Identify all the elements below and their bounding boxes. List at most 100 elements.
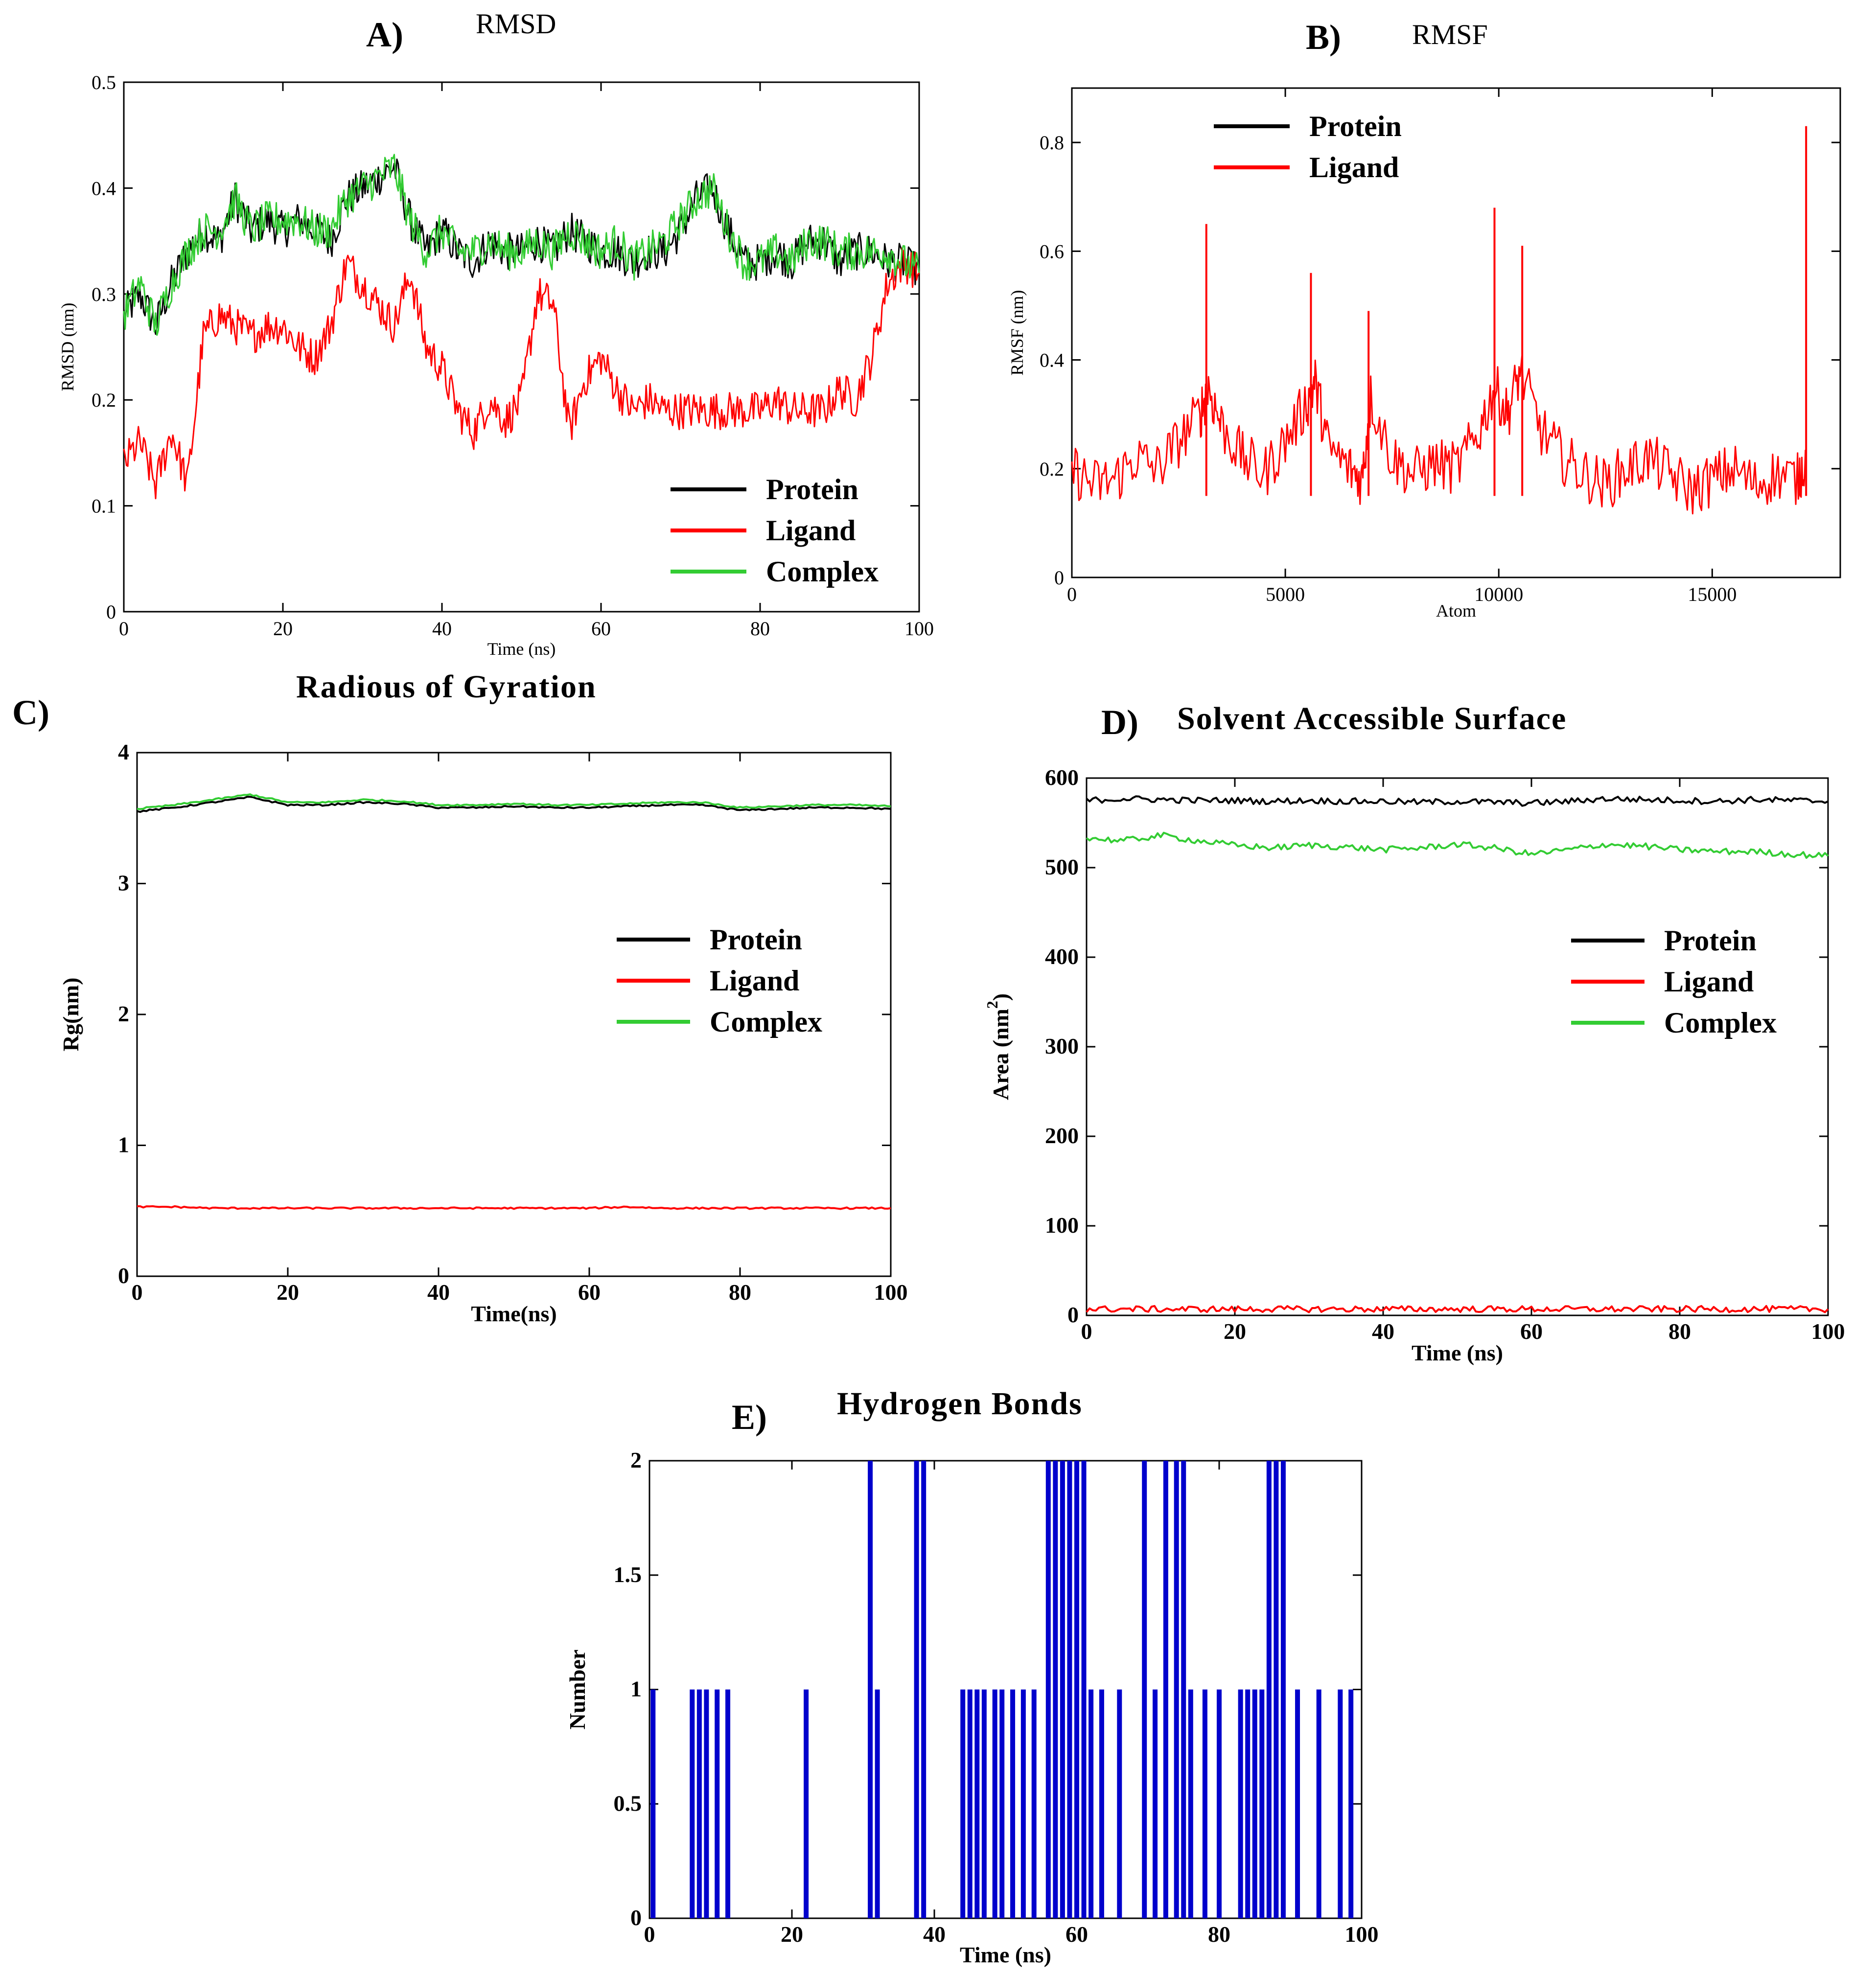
- x-tick-label: 5000: [1266, 583, 1305, 605]
- x-tick-label: 100: [874, 1280, 908, 1305]
- panel-label: B): [1306, 18, 1341, 57]
- x-tick-label: 0: [132, 1280, 143, 1305]
- y-tick-label: 0.3: [92, 283, 116, 305]
- y-tick-label: 0.4: [1040, 349, 1064, 371]
- legend-entry: Ligand: [766, 514, 856, 547]
- series-line-complex: [1086, 831, 1829, 859]
- y-tick-label: 0: [1067, 1302, 1079, 1327]
- series-line-ligand: [123, 247, 920, 500]
- hbond-bar: [1274, 1461, 1279, 1918]
- x-axis-label: Time (ns): [487, 639, 556, 659]
- series-line-protein: [137, 796, 891, 813]
- hbond-bar: [1020, 1689, 1026, 1918]
- plot-frame: [1071, 87, 1841, 578]
- y-tick-label: 2: [630, 1448, 642, 1472]
- y-tick-label: 1: [118, 1132, 129, 1157]
- legend-entry: Ligand: [710, 965, 799, 997]
- x-tick-label: 100: [1811, 1319, 1845, 1344]
- y-tick-label: 0.8: [1040, 132, 1064, 154]
- y-tick-label: 400: [1045, 944, 1079, 969]
- hbond-bar: [1117, 1689, 1122, 1918]
- legend-entry: Protein: [1664, 924, 1757, 957]
- hbond-bar: [875, 1689, 880, 1918]
- hbond-bar: [690, 1689, 695, 1918]
- x-tick-label: 40: [923, 1922, 946, 1947]
- x-tick-label: 60: [1520, 1319, 1543, 1344]
- hbond-bar: [1245, 1689, 1251, 1918]
- hbond-bar: [650, 1689, 656, 1918]
- panel-a: A) RMSD 0 20 40 60 80 100 0 0.1 0.2 0.3 0.4 0.5 Time (…: [58, 8, 934, 659]
- x-tick-label: 0: [644, 1922, 655, 1947]
- hbond-bar: [1202, 1689, 1207, 1918]
- legend-entry: Complex: [1664, 1007, 1777, 1039]
- y-axis-label-text: Area (nm: [988, 1009, 1013, 1100]
- hbond-bar: [1067, 1461, 1072, 1918]
- series-group: [123, 154, 920, 500]
- y-axis-label: RMSD (nm): [58, 302, 77, 391]
- chart-title: RMSD: [476, 8, 556, 40]
- y-tick-label: 100: [1045, 1213, 1079, 1238]
- hbond-bar: [1181, 1461, 1186, 1918]
- x-tick-label: 40: [427, 1280, 450, 1305]
- y-tick-label: 0: [1054, 567, 1064, 589]
- hbond-bar: [1266, 1461, 1272, 1918]
- y-tick-label: 600: [1045, 765, 1079, 790]
- panel-e: E) Hydrogen Bonds 0 20 40 60 80 100 0 0.5 1 1.5 2 Tim…: [565, 1386, 1379, 1967]
- y-tick-label: 0.4: [92, 177, 116, 199]
- x-tick-label: 60: [591, 618, 611, 640]
- y-tick-label: 0.5: [614, 1791, 642, 1816]
- legend-entry: Ligand: [1309, 151, 1399, 184]
- y-axis-label-text: RMSF (nm): [1007, 290, 1027, 375]
- x-tick-label: 40: [432, 618, 452, 640]
- x-axis-label: Atom: [1436, 601, 1476, 621]
- series-group: [650, 1461, 1354, 1918]
- series-group: [1086, 795, 1829, 1313]
- ticks: 0 5000 10000 15000 0 0.2 0.4 0.6 0.8: [1040, 88, 1840, 605]
- series-line-complex: [123, 154, 920, 336]
- hbond-bar: [704, 1689, 709, 1918]
- panel-label: C): [12, 693, 49, 732]
- hbond-bar: [1295, 1689, 1300, 1918]
- y-tick-label: 0: [106, 601, 116, 623]
- x-tick-label: 10000: [1474, 583, 1523, 605]
- hbond-bar: [725, 1689, 731, 1918]
- hbond-bar: [974, 1689, 980, 1918]
- y-axis-label: Number: [565, 1650, 590, 1730]
- x-tick-label: 80: [729, 1280, 751, 1305]
- y-tick-label: 0.2: [1040, 458, 1064, 480]
- x-axis-label: Time (ns): [1412, 1340, 1503, 1365]
- panel-c: C) Radious of Gyration 0 20 40 60 80 100 0 1 2 3 4 Ti…: [12, 669, 908, 1326]
- y-tick-label: 3: [118, 871, 129, 896]
- legend: Protein Ligand Complex: [1571, 924, 1777, 1039]
- hbond-bar: [1163, 1461, 1168, 1918]
- legend-entry: Protein: [766, 473, 858, 506]
- x-tick-label: 100: [904, 618, 934, 640]
- y-tick-label: 0.5: [92, 71, 116, 93]
- y-axis-label-text: Rg(nm): [58, 978, 83, 1052]
- x-tick-label: 0: [1081, 1319, 1092, 1344]
- hbond-bar: [1074, 1461, 1079, 1918]
- plot-frame: [1086, 777, 1829, 1316]
- x-tick-label: 0: [119, 618, 129, 640]
- y-tick-label: 4: [118, 739, 129, 764]
- chart-title: RMSF: [1412, 19, 1488, 50]
- hbond-bar: [1081, 1461, 1087, 1918]
- hbond-bar: [914, 1461, 919, 1918]
- x-tick-label: 40: [1372, 1319, 1394, 1344]
- hbond-bar: [981, 1689, 987, 1918]
- series-line-ligand: [1086, 1305, 1829, 1313]
- hbond-bar: [696, 1689, 702, 1918]
- legend: Protein Ligand Complex: [617, 923, 822, 1038]
- y-tick-label: 0.1: [92, 495, 116, 517]
- legend-entry: Complex: [766, 555, 879, 588]
- hbond-bar: [1338, 1689, 1343, 1918]
- plot-frame: [123, 81, 920, 613]
- y-tick-label: 0.2: [92, 389, 116, 411]
- panel-b: B) RMSF 0 5000 10000 15000 0 0.2 0.4 0.6 0.8 Atom RM…: [1007, 18, 1841, 621]
- hbond-bar: [1053, 1461, 1058, 1918]
- x-tick-label: 100: [1345, 1922, 1379, 1947]
- y-tick-label: 0: [630, 1905, 642, 1930]
- hbond-bar: [967, 1689, 973, 1918]
